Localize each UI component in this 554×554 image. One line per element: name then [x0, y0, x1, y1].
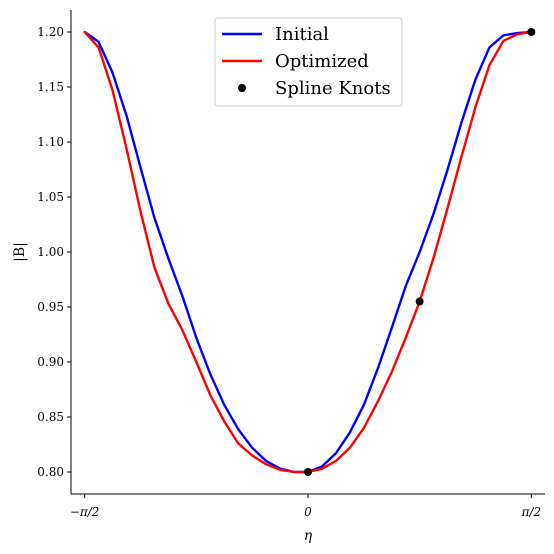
- x-tick-label: 0: [304, 505, 312, 519]
- legend-box: [214, 17, 403, 107]
- spline-knot-point: [415, 297, 424, 306]
- y-tick-label: 1.05: [37, 190, 64, 204]
- x-axis-ticks: −π/2 0 π/2: [70, 494, 541, 519]
- plot-series: [83, 28, 536, 476]
- y-tick-label: 0.95: [37, 300, 64, 314]
- legend-label: Spline Knots: [275, 78, 391, 99]
- y-tick-label: 1.20: [37, 25, 64, 39]
- legend-label: Initial: [275, 24, 329, 45]
- y-tick-label: 0.90: [37, 355, 64, 369]
- y-axis-label: |B|: [12, 242, 28, 262]
- spline-knot-point: [304, 468, 312, 476]
- legend: Initial Optimized Spline Knots: [214, 17, 403, 107]
- y-tick-label: 1.15: [37, 80, 64, 94]
- y-axis-ticks: 0.80 0.85 0.90 0.95 1.00 1.05 1.10 1.15 1.20: [37, 25, 71, 479]
- x-axis-label: η: [304, 528, 313, 544]
- x-tick-label: −π/2: [70, 505, 100, 519]
- x-tick-label: π/2: [521, 505, 542, 519]
- y-tick-label: 0.85: [37, 410, 64, 424]
- spline-knot-point: [527, 28, 536, 36]
- y-tick-label: 1.10: [37, 135, 64, 149]
- y-tick-label: 1.00: [37, 245, 64, 259]
- legend-label: Optimized: [275, 51, 369, 72]
- legend-swatch-marker: [238, 84, 246, 92]
- y-tick-label: 0.80: [37, 465, 64, 479]
